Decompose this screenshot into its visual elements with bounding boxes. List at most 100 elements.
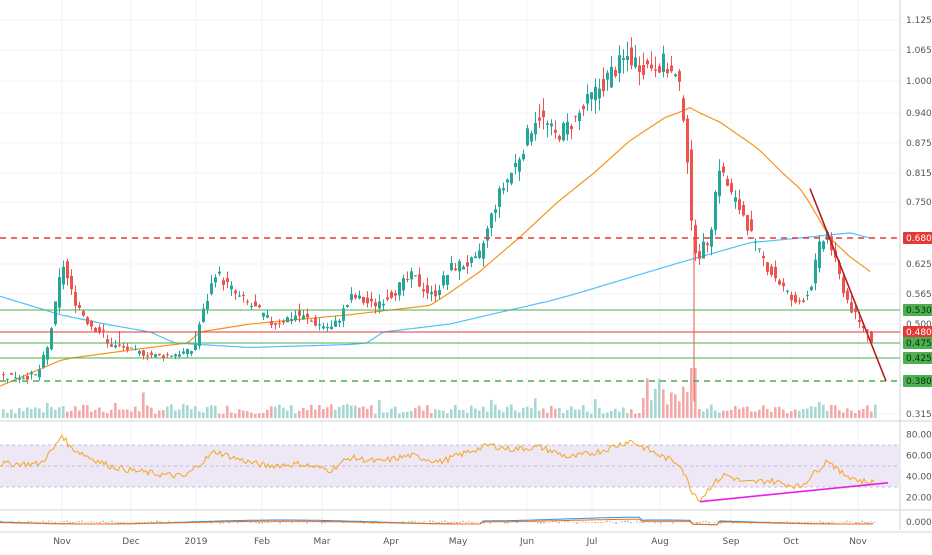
candle-body xyxy=(142,350,145,355)
macd-histogram-bar xyxy=(168,521,170,522)
volume-bar xyxy=(586,412,589,418)
macd-histogram-bar xyxy=(135,522,137,523)
volume-bar xyxy=(702,411,705,418)
candle-body xyxy=(778,280,781,284)
candle-body xyxy=(822,241,825,249)
macd-histogram-bar xyxy=(465,522,467,523)
candle-body xyxy=(194,345,197,350)
macd-histogram-bar xyxy=(306,522,308,523)
macd-histogram-bar xyxy=(249,522,251,523)
macd-histogram-bar xyxy=(693,522,695,523)
candle-body xyxy=(246,301,249,302)
macd-histogram-bar xyxy=(609,521,611,522)
volume-bar xyxy=(454,405,457,418)
macd-histogram-bar xyxy=(267,522,269,523)
macd-histogram-bar xyxy=(132,522,134,523)
candle-body xyxy=(354,295,357,298)
candle-body xyxy=(422,289,425,291)
macd-histogram-bar xyxy=(615,522,617,524)
candle-body xyxy=(670,66,673,72)
macd-histogram-bar xyxy=(447,522,449,523)
macd-histogram-bar xyxy=(555,521,557,522)
candle-body xyxy=(238,296,241,297)
price-tag-label: 0.530 xyxy=(906,306,932,316)
candle-body xyxy=(302,315,305,319)
volume-bar xyxy=(34,407,37,418)
candle-body xyxy=(602,79,605,91)
candle-body xyxy=(218,272,221,274)
volume-bar xyxy=(386,412,389,418)
macd-histogram-bar xyxy=(120,522,122,523)
volume-bar xyxy=(330,404,333,418)
candle-body xyxy=(450,263,453,270)
macd-histogram-bar xyxy=(36,522,38,523)
candle-body xyxy=(394,293,397,295)
x-axis-tick: Apr xyxy=(383,537,399,547)
volume-bar xyxy=(282,408,285,418)
candle-body xyxy=(658,66,661,72)
volume-bar xyxy=(750,411,753,418)
volume-bar xyxy=(562,413,565,418)
volume-bar xyxy=(762,405,765,418)
volume-bar xyxy=(190,409,193,418)
candle-body xyxy=(598,89,601,99)
volume-bar xyxy=(570,406,573,418)
macd-histogram-bar xyxy=(18,521,20,522)
macd-histogram-bar xyxy=(576,522,578,524)
price-axis-tick: 0.315 xyxy=(906,410,932,420)
candle-body xyxy=(362,297,365,303)
candle-body xyxy=(18,378,21,380)
candle-body xyxy=(546,123,549,125)
volume-bar xyxy=(310,405,313,418)
candle-body xyxy=(214,277,217,282)
candle-body xyxy=(494,209,497,213)
macd-histogram-bar xyxy=(579,522,581,523)
volume-bar xyxy=(346,404,349,418)
volume-bar xyxy=(138,411,141,418)
volume-bar xyxy=(62,406,65,418)
volume-bar xyxy=(18,408,21,418)
candle-body xyxy=(482,243,485,259)
candle-body xyxy=(538,117,541,120)
volume-bar xyxy=(834,405,837,418)
volume-bar xyxy=(414,408,417,418)
macd-histogram-bar xyxy=(714,522,716,523)
price-tag-label: 0.380 xyxy=(906,377,932,387)
x-axis-tick: Sep xyxy=(723,537,740,547)
volume-bar xyxy=(850,411,853,418)
candle-body xyxy=(130,348,133,349)
candle-body xyxy=(566,122,569,135)
candle-body xyxy=(82,311,85,315)
candle-body xyxy=(390,292,393,298)
candle-body xyxy=(202,309,205,322)
volume-bar xyxy=(458,410,461,418)
macd-histogram-bar xyxy=(423,521,425,522)
macd-histogram-bar xyxy=(540,522,542,524)
x-axis-tick: Oct xyxy=(783,537,799,547)
macd-histogram-bar xyxy=(264,522,266,523)
volume-bar xyxy=(174,410,177,418)
volume-bar xyxy=(526,407,529,418)
macd-histogram-bar xyxy=(537,522,539,523)
macd-histogram-bar xyxy=(852,522,854,523)
volume-bar xyxy=(94,410,97,418)
candle-body xyxy=(678,71,681,82)
macd-histogram-bar xyxy=(588,522,590,523)
volume-bar xyxy=(554,409,557,418)
macd-histogram-bar xyxy=(462,521,464,523)
volume-bar xyxy=(466,413,469,418)
volume-bar xyxy=(682,387,685,418)
volume-bar xyxy=(494,405,497,418)
volume-bar xyxy=(622,407,625,418)
macd-histogram-bar xyxy=(825,522,827,523)
macd-histogram-bar xyxy=(81,521,83,523)
volume-bar xyxy=(602,413,605,418)
volume-bar xyxy=(658,379,661,418)
candle-body xyxy=(418,274,421,286)
macd-histogram-bar xyxy=(870,521,872,522)
volume-bar xyxy=(830,405,833,418)
volume-bar xyxy=(438,410,441,418)
macd-histogram-bar xyxy=(594,522,596,523)
candle-body xyxy=(22,378,25,379)
candle-body xyxy=(250,306,253,307)
